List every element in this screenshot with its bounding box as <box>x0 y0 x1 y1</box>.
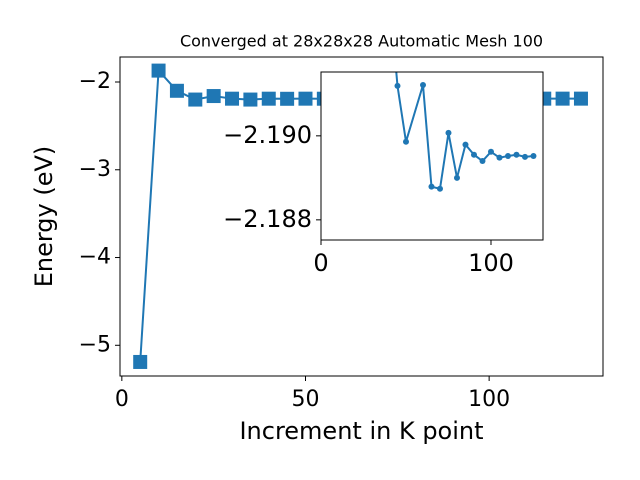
x-tick-label: 50 <box>291 387 319 412</box>
y-tick-label: −2.190 <box>223 121 312 149</box>
y-tick-label: −4 <box>79 245 111 270</box>
y-axis-label: Energy (eV) <box>30 146 58 288</box>
chart-title: Converged at 28x28x28 Automatic Mesh 100 <box>180 32 543 51</box>
marker <box>479 158 486 165</box>
axes-frame <box>119 56 604 377</box>
marker <box>521 153 528 160</box>
marker <box>243 92 258 107</box>
marker <box>261 91 276 106</box>
marker <box>419 82 426 89</box>
x-tick-label: 0 <box>313 249 328 277</box>
x-tick-label: 100 <box>468 249 514 277</box>
marker <box>504 153 511 159</box>
marker <box>298 91 313 106</box>
marker <box>453 174 460 181</box>
marker <box>555 91 570 106</box>
marker <box>394 82 401 89</box>
marker <box>445 129 452 136</box>
inset: 0 100 −2.190 −2.188 <box>223 71 544 277</box>
marker <box>428 183 435 190</box>
x-tick-label: 0 <box>115 387 129 412</box>
marker <box>151 63 166 78</box>
marker <box>487 148 494 155</box>
series-group <box>394 72 537 192</box>
marker <box>573 91 588 106</box>
marker <box>280 91 295 106</box>
y-tick-label: −3 <box>79 157 111 182</box>
marker <box>402 138 409 145</box>
marker <box>496 154 503 161</box>
y-tick-label: −2.188 <box>223 205 312 233</box>
marker <box>462 141 469 148</box>
marker <box>133 354 148 369</box>
y-tick-label: −5 <box>79 332 111 357</box>
x-axis-label: Increment in K point <box>239 417 483 445</box>
marker <box>436 185 443 192</box>
x-tick-label: 100 <box>468 387 510 412</box>
marker <box>530 153 537 159</box>
marker <box>169 83 184 98</box>
axes-frame <box>320 71 544 241</box>
marker <box>188 92 203 107</box>
y-tick-label: −2 <box>79 69 111 94</box>
marker <box>206 89 221 104</box>
marker <box>225 91 240 106</box>
marker <box>513 151 520 158</box>
marker <box>470 151 477 158</box>
